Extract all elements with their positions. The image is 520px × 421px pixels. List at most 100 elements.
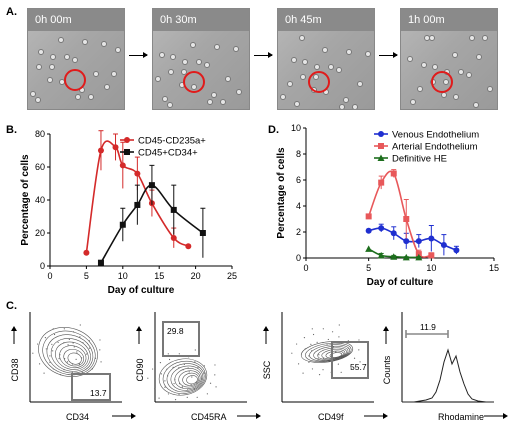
cell-dot (473, 102, 479, 108)
facs-x-label: CD45RA (191, 412, 227, 421)
cell-dot (167, 102, 173, 108)
event-dot (311, 350, 313, 352)
event-dot (188, 371, 190, 373)
facs-plot: CD45RA CD90 29.8 (135, 312, 261, 421)
cell-dot (36, 64, 42, 70)
cell-dot (432, 64, 438, 70)
event-dot (326, 344, 328, 346)
cell-dot (458, 69, 464, 75)
cell-dot (50, 54, 56, 60)
arrow-right-icon (254, 52, 273, 58)
arrow-up-icon (136, 326, 142, 331)
cell-dot (424, 35, 430, 41)
chart-d: 0 5 10 15 0 2 4 6 8 10 Day of culture Percentage of… (276, 123, 499, 288)
legend-label: CD45-CD235a+ (138, 136, 206, 147)
event-dot (196, 396, 198, 398)
event-dot (72, 342, 74, 344)
cell-dot (64, 54, 70, 60)
event-dot (59, 354, 61, 356)
panel-letter-d: D. (268, 124, 279, 136)
y-tick-label: 8 (296, 149, 301, 159)
contour-line (178, 370, 201, 388)
event-dot (32, 352, 34, 354)
highlight-circle (64, 69, 86, 91)
contour-line (46, 334, 94, 374)
cell-dot (214, 44, 220, 50)
event-dot (52, 328, 54, 330)
event-dot (99, 349, 101, 351)
event-dot (182, 369, 184, 371)
data-point (170, 206, 177, 213)
event-dot (203, 365, 205, 367)
event-dot (190, 383, 192, 385)
data-point (390, 253, 398, 260)
cell-dot (159, 52, 165, 58)
event-dot (340, 371, 342, 373)
event-dot (49, 361, 51, 363)
highlight-circle (308, 71, 330, 93)
cell-dot (291, 57, 297, 63)
cell-dot (170, 54, 176, 60)
gate-box (331, 341, 369, 379)
facs-x-label: Rhodamine (438, 412, 484, 421)
event-dot (302, 372, 304, 374)
cell-dot (58, 37, 64, 43)
cell-dot (88, 94, 94, 100)
x-tick-label: 10 (118, 271, 128, 281)
data-point (112, 144, 119, 151)
cell-dot (339, 104, 345, 109)
event-dot (337, 363, 339, 365)
x-tick-label: 15 (154, 271, 164, 281)
event-dot (209, 382, 212, 384)
contour-line (325, 350, 344, 359)
cell-dot (104, 84, 110, 90)
data-point (453, 247, 460, 254)
x-tick-label: 0 (47, 271, 52, 281)
data-point (428, 235, 435, 242)
event-dot (37, 343, 39, 345)
cell-dot (75, 94, 81, 100)
event-dot (63, 358, 66, 360)
cell-dot (487, 86, 493, 92)
event-dot (51, 343, 53, 345)
arrow-up-icon (263, 326, 269, 331)
data-point (185, 243, 192, 250)
event-dot (194, 361, 196, 363)
cell-dot (287, 81, 293, 87)
y-tick-label: 40 (35, 195, 45, 205)
event-dot (194, 349, 196, 351)
timelapse-label: 0h 00m (28, 9, 124, 31)
legend-marker (124, 149, 130, 155)
event-dot (75, 358, 77, 360)
y-tick-label: 10 (291, 123, 301, 133)
y-tick-label: 2 (296, 227, 301, 237)
highlight-circle (183, 71, 205, 93)
event-dot (187, 388, 189, 390)
cell-dot (469, 35, 475, 41)
cell-dot (352, 104, 358, 109)
contour-line (63, 348, 85, 367)
legend-marker (377, 154, 385, 161)
histogram-line (402, 348, 494, 403)
x-axis-label: Day of culture (367, 277, 434, 288)
event-dot (311, 328, 313, 330)
gate-value: 13.7 (90, 388, 107, 398)
legend-label: Definitive HE (392, 154, 447, 165)
contour-line (55, 341, 89, 370)
timelapse-frame: 0h 30m (152, 8, 250, 110)
event-dot (72, 363, 74, 365)
cell-dot (111, 71, 117, 77)
arrow-right-icon (256, 413, 261, 419)
event-dot (167, 393, 170, 395)
event-dot (58, 358, 60, 360)
event-dot (91, 368, 93, 370)
legend-label: Venous Endothelium (392, 130, 479, 141)
chart-b: 0 5 10 15 20 25 0 20 40 60 80 Day of culture Percent… (20, 129, 237, 296)
cell-dot (162, 96, 168, 102)
legend-marker (124, 137, 130, 143)
data-point (119, 162, 126, 169)
cell-dot (300, 74, 306, 80)
event-dot (327, 338, 329, 341)
cell-dot (82, 39, 88, 45)
event-dot (297, 363, 300, 365)
